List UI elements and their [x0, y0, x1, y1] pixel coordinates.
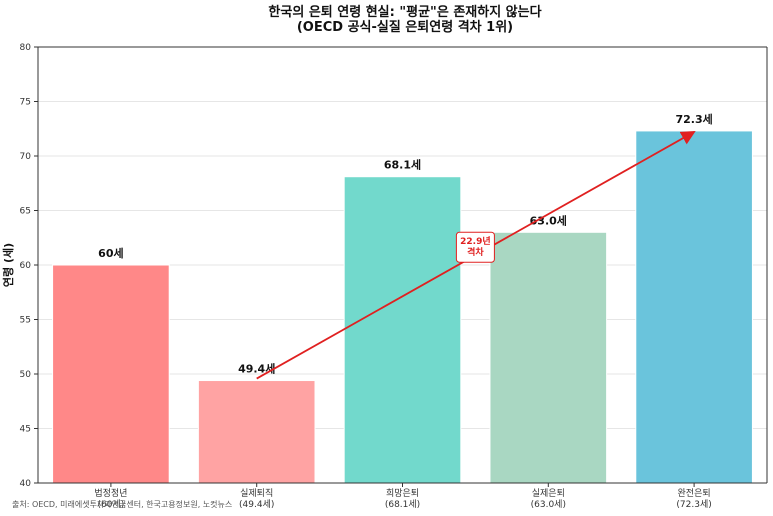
bar-value-label: 72.3세: [675, 112, 712, 126]
chart-subtitle: (OECD 공식-실질 은퇴연령 격차 1위): [297, 19, 513, 35]
y-tick-label: 55: [20, 316, 31, 326]
y-tick-label: 75: [20, 98, 31, 108]
y-axis-label: 연령 (세): [1, 243, 15, 287]
bar-value-label: 68.1세: [384, 158, 421, 172]
bar-value-label: 60세: [98, 246, 123, 260]
x-tick-label: 법정정년 (60세): [94, 488, 127, 510]
bar-value-label: 63.0세: [530, 213, 567, 227]
bar: [343, 176, 462, 484]
y-tick-label: 70: [20, 152, 32, 162]
y-tick-label: 80: [20, 43, 32, 53]
x-tick-label: 실제퇴직 (49.4세): [239, 488, 274, 510]
y-tick-label: 60: [20, 261, 32, 271]
bar: [52, 264, 170, 484]
y-tick-label: 40: [20, 479, 32, 489]
x-tick-label: 완전은퇴 (72.3세): [676, 488, 711, 510]
bar-value-label: 49.4세: [238, 362, 275, 376]
x-tick-label: 실제은퇴 (63.0세): [531, 488, 566, 510]
bar: [489, 231, 608, 484]
gap-annotation-text: 22.9년 격차: [460, 235, 491, 258]
chart-title: 한국의 은퇴 연령 현실: "평균"은 존재하지 않는다: [268, 4, 541, 20]
bar: [197, 380, 316, 484]
y-tick-label: 65: [20, 207, 31, 217]
gap-annotation-box: [455, 231, 495, 263]
x-tick-label: 희망은퇴 (68.1세): [385, 487, 420, 510]
y-tick-label: 50: [20, 370, 32, 380]
y-tick-label: 45: [20, 425, 31, 435]
bar: [635, 130, 753, 484]
source-note: 출처: OECD, 미래에셋투자와연금센터, 한국고용정보원, 노컷뉴스: [12, 500, 233, 509]
